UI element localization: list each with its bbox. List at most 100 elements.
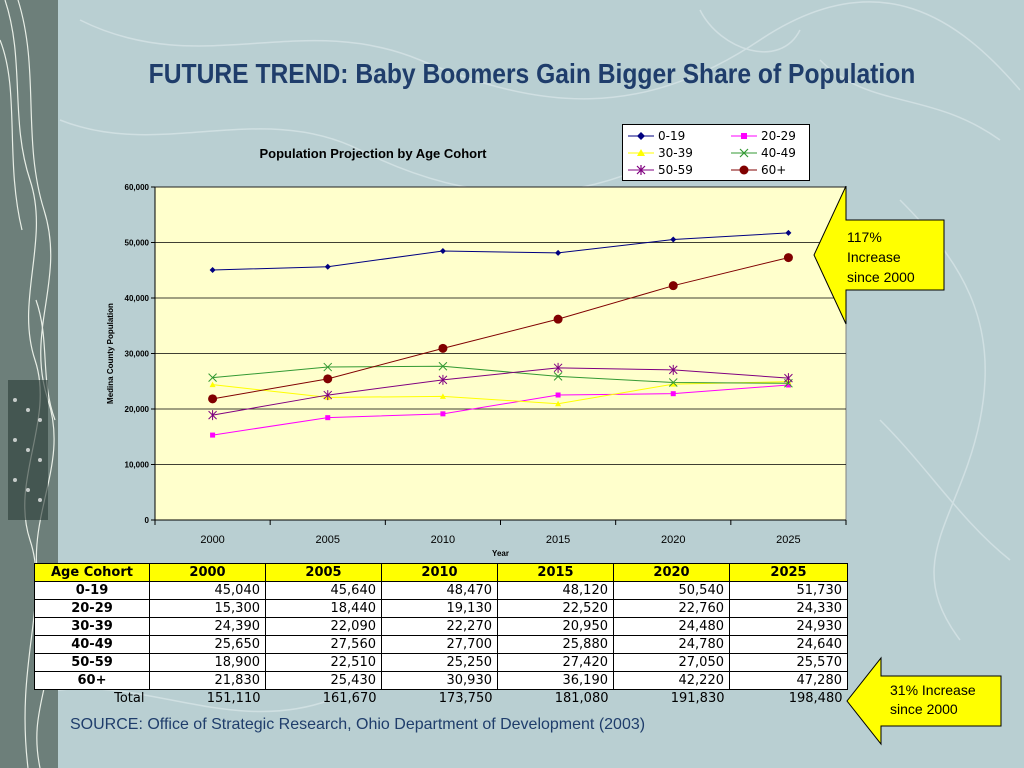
data-point xyxy=(784,373,793,384)
table-cell: 50-59 xyxy=(34,653,150,672)
table-cell: 22,270 xyxy=(381,617,498,636)
x-tick-label: 2000 xyxy=(200,534,224,546)
table-cell: 42,220 xyxy=(613,671,730,690)
series-line xyxy=(212,257,789,400)
table-cell: 25,650 xyxy=(149,635,266,654)
data-point xyxy=(555,400,562,407)
callout-total-text: 31% Increase since 2000 xyxy=(890,681,976,719)
table-cell: 60+ xyxy=(34,671,150,690)
legend-label: 30-39 xyxy=(658,146,693,160)
table-cell: 45,640 xyxy=(265,581,382,600)
table-header-cell: Age Cohort xyxy=(34,563,150,582)
data-point xyxy=(208,394,218,404)
legend-label: 50-59 xyxy=(658,163,693,177)
table-cell: 24,480 xyxy=(613,617,730,636)
series-line xyxy=(212,381,789,405)
table-header-cell: 2015 xyxy=(497,563,614,582)
table-cell: 25,880 xyxy=(497,635,614,654)
table-cell: 40-49 xyxy=(34,635,150,654)
table-header-cell: 2010 xyxy=(381,563,498,582)
table-header-cell: 2020 xyxy=(613,563,730,582)
data-point xyxy=(438,361,448,371)
data-point xyxy=(439,393,446,399)
y-tick-label: 60,000 xyxy=(125,183,150,192)
table-cell: 22,510 xyxy=(265,653,382,672)
table-cell: 36,190 xyxy=(497,671,614,690)
table-cell: Total xyxy=(114,691,145,706)
x-tick-label: 2010 xyxy=(431,534,455,546)
data-point xyxy=(553,314,563,324)
chart-title: Population Projection by Age Cohort xyxy=(259,146,487,161)
table-row: 40-49 25,650 27,560 27,700 25,880 24,780… xyxy=(34,635,848,654)
table-header-row: Age Cohort 2000 2005 2010 2015 2020 2025 xyxy=(34,563,848,582)
callout-senior-text: 117% Increase since 2000 xyxy=(847,227,915,287)
table-cell: 24,780 xyxy=(613,635,730,654)
data-point xyxy=(785,229,792,236)
series-line xyxy=(212,367,789,416)
legend-label: 60+ xyxy=(761,163,787,177)
y-axis-label: Medina County Population xyxy=(106,303,115,404)
table-cell: 22,090 xyxy=(265,617,382,636)
y-tick-label: 30,000 xyxy=(125,350,150,359)
table-cell: 22,520 xyxy=(497,599,614,618)
table-cell: 24,390 xyxy=(149,617,266,636)
data-point xyxy=(324,263,331,270)
series-line xyxy=(212,365,789,384)
table-cell: 18,440 xyxy=(265,599,382,618)
table-cell: 24,640 xyxy=(729,635,848,654)
callout-total-arrow xyxy=(846,656,1002,746)
data-point xyxy=(208,410,217,421)
series-0-19 xyxy=(209,229,792,274)
callout-senior-line1: 117% xyxy=(847,229,882,245)
table-header-cell: 2025 xyxy=(729,563,848,582)
source-note: SOURCE: Office of Strategic Research, Oh… xyxy=(70,716,646,733)
x-tick-label: 2005 xyxy=(316,534,340,546)
table-cell: 27,420 xyxy=(497,653,614,672)
table-cell: 173,750 xyxy=(438,691,493,706)
x-tick-label: 2020 xyxy=(661,534,685,546)
table-header-cell: 2000 xyxy=(149,563,266,582)
series-60+ xyxy=(208,253,793,404)
data-point xyxy=(209,267,216,274)
table-cell: 22,760 xyxy=(613,599,730,618)
table-cell: 47,280 xyxy=(729,671,848,690)
y-tick-label: 40,000 xyxy=(125,294,150,303)
table-row: 30-39 24,390 22,090 22,270 20,950 24,480… xyxy=(34,617,848,636)
table-row: 50-59 18,900 22,510 25,250 27,420 27,050… xyxy=(34,653,848,672)
table-row: 0-19 45,040 45,640 48,470 48,120 50,540 … xyxy=(34,581,848,600)
table-row: 20-29 15,300 18,440 19,130 22,520 22,760… xyxy=(34,599,848,618)
table-total-row: Total 151,110 161,670 173,750 181,080 19… xyxy=(35,690,848,708)
data-point xyxy=(323,390,333,401)
table-cell: 50,540 xyxy=(613,581,730,600)
callout-total-line1: 31% Increase xyxy=(890,682,976,698)
data-point xyxy=(438,343,448,353)
series-40-49 xyxy=(208,361,793,388)
legend-label: 20-29 xyxy=(761,129,796,143)
data-point xyxy=(553,372,563,381)
table-cell: 51,730 xyxy=(729,581,848,600)
x-tick-label: 2025 xyxy=(776,534,800,546)
table-cell: 25,250 xyxy=(381,653,498,672)
data-point xyxy=(439,247,446,254)
data-point xyxy=(670,391,676,397)
table-cell: 24,330 xyxy=(729,599,848,618)
table-cell: 151,110 xyxy=(206,691,261,706)
table-cell: 15,300 xyxy=(149,599,266,618)
data-point xyxy=(440,411,446,417)
table-cell: 48,120 xyxy=(497,581,614,600)
population-table: Age Cohort 2000 2005 2010 2015 2020 2025… xyxy=(34,563,848,707)
series-20-29 xyxy=(210,382,791,438)
slide-title: FUTURE TREND: Baby Boomers Gain Bigger S… xyxy=(148,58,916,89)
data-point xyxy=(209,381,216,388)
table-cell: 18,900 xyxy=(149,653,266,672)
table-cell: 30-39 xyxy=(34,617,150,636)
data-point xyxy=(670,236,677,243)
y-tick-label: 20,000 xyxy=(125,405,150,414)
table-cell: 198,480 xyxy=(788,691,843,706)
table-cell: 19,130 xyxy=(381,599,498,618)
callout-senior-line3: since 2000 xyxy=(847,269,915,285)
data-point xyxy=(555,249,562,256)
data-point xyxy=(553,362,563,373)
